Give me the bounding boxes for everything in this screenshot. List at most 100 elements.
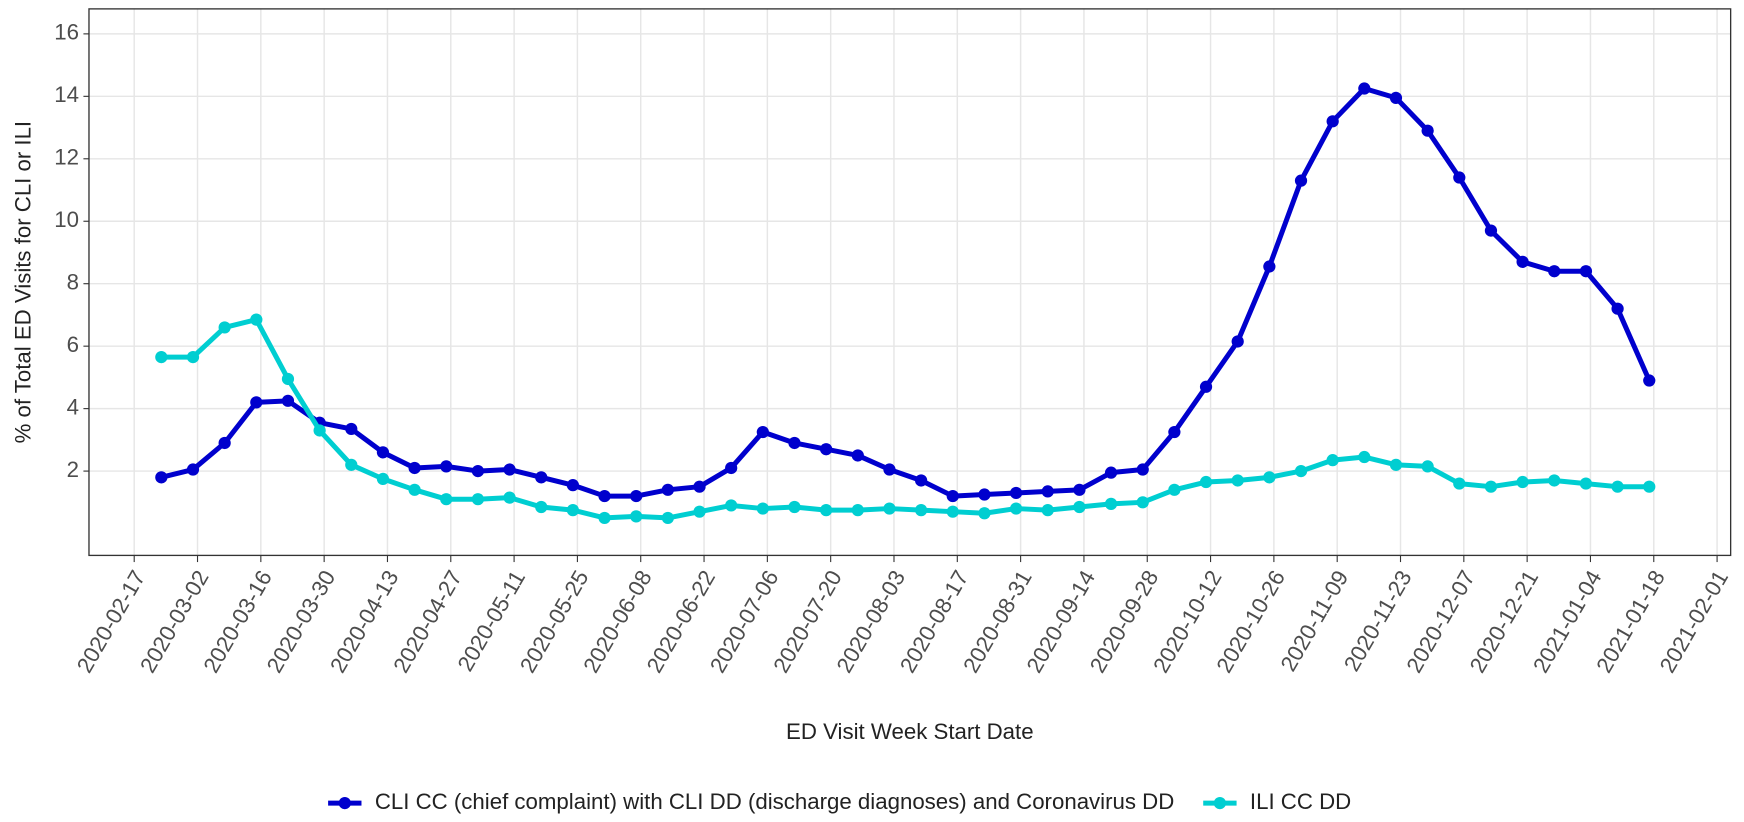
data-point: [1516, 255, 1529, 268]
data-point: [915, 504, 928, 517]
legend-marker: [338, 797, 351, 810]
legend-marker: [1213, 797, 1227, 810]
y-axis-label: % of Total ED Visits for CLI or ILI: [10, 121, 35, 444]
y-tick-label: 12: [54, 145, 79, 170]
data-point: [376, 446, 390, 459]
data-point: [1104, 466, 1118, 479]
data-point: [1326, 115, 1339, 128]
y-tick-label: 8: [67, 270, 79, 295]
data-point: [1579, 477, 1593, 490]
data-point: [756, 502, 769, 515]
data-point: [756, 425, 769, 439]
data-point: [598, 511, 611, 525]
data-point: [250, 396, 263, 409]
data-point: [630, 489, 643, 503]
data-point: [1421, 460, 1434, 473]
data-point: [1421, 124, 1434, 137]
data-point: [440, 493, 453, 506]
data-point: [1611, 480, 1624, 493]
data-point: [218, 321, 231, 334]
data-point: [1041, 485, 1054, 498]
data-point: [788, 436, 801, 450]
data-point: [851, 449, 864, 462]
data-point: [1009, 486, 1023, 500]
legend: CLI CC (chief complaint) with CLI DD (di…: [328, 789, 1351, 814]
y-tick-label: 6: [67, 332, 79, 357]
y-tick-label: 4: [67, 395, 79, 420]
data-point: [503, 463, 516, 476]
data-point: [250, 313, 263, 326]
y-tick-label: 14: [54, 82, 79, 107]
data-point: [376, 472, 390, 486]
data-point: [1199, 475, 1213, 489]
data-point: [1231, 474, 1244, 487]
data-point: [946, 505, 959, 518]
data-point: [155, 471, 168, 484]
data-point: [313, 424, 326, 437]
data-point: [1484, 224, 1498, 237]
data-point: [725, 499, 738, 512]
data-point: [1136, 463, 1149, 476]
data-point: [851, 504, 864, 517]
data-point: [693, 480, 706, 493]
data-point: [1579, 265, 1593, 278]
data-point: [1358, 450, 1371, 464]
data-point: [1611, 302, 1624, 315]
data-point: [503, 491, 516, 504]
data-point: [661, 483, 674, 496]
data-point: [1484, 480, 1498, 493]
y-tick-label: 2: [67, 457, 79, 482]
y-tick-label: 16: [54, 20, 79, 45]
data-point: [1294, 174, 1308, 187]
data-point: [661, 511, 674, 525]
data-point: [281, 372, 295, 386]
data-point: [408, 461, 421, 475]
data-point: [1041, 504, 1054, 517]
data-point: [1073, 500, 1086, 514]
data-point: [1263, 471, 1276, 484]
data-point: [1073, 483, 1086, 496]
data-point: [725, 461, 738, 475]
data-point: [281, 394, 295, 407]
data-point: [693, 505, 706, 518]
plot-border: [88, 8, 1732, 557]
data-point: [1389, 458, 1403, 471]
data-point: [1643, 374, 1656, 387]
data-point: [630, 510, 643, 523]
data-point: [1104, 497, 1118, 510]
data-point: [1168, 483, 1181, 496]
data-point: [566, 479, 580, 492]
data-point: [535, 500, 548, 514]
data-point: [218, 436, 231, 450]
x-axis-label: ED Visit Week Start Date: [786, 719, 1034, 744]
data-point: [1548, 474, 1561, 487]
data-point: [1453, 171, 1466, 184]
data-point: [155, 350, 168, 364]
data-point: [598, 489, 611, 503]
plot-area: [155, 82, 1656, 525]
data-point: [566, 504, 580, 517]
data-point: [1326, 454, 1339, 467]
data-point: [1453, 477, 1466, 490]
data-point: [1199, 380, 1213, 393]
data-point: [946, 489, 959, 503]
data-point: [186, 463, 200, 476]
data-point: [1643, 480, 1656, 493]
data-point: [471, 464, 485, 478]
data-point: [1389, 91, 1403, 105]
data-point: [1009, 502, 1023, 515]
data-point: [1548, 265, 1561, 278]
data-point: [1358, 82, 1371, 95]
data-point: [978, 488, 991, 501]
y-tick-label: 10: [54, 207, 79, 232]
data-point: [978, 507, 991, 520]
data-point: [345, 422, 358, 436]
data-point: [535, 471, 548, 484]
data-point: [440, 460, 453, 473]
data-point: [186, 350, 200, 364]
data-point: [471, 493, 485, 506]
data-point: [1263, 260, 1276, 273]
data-point: [1136, 496, 1149, 509]
